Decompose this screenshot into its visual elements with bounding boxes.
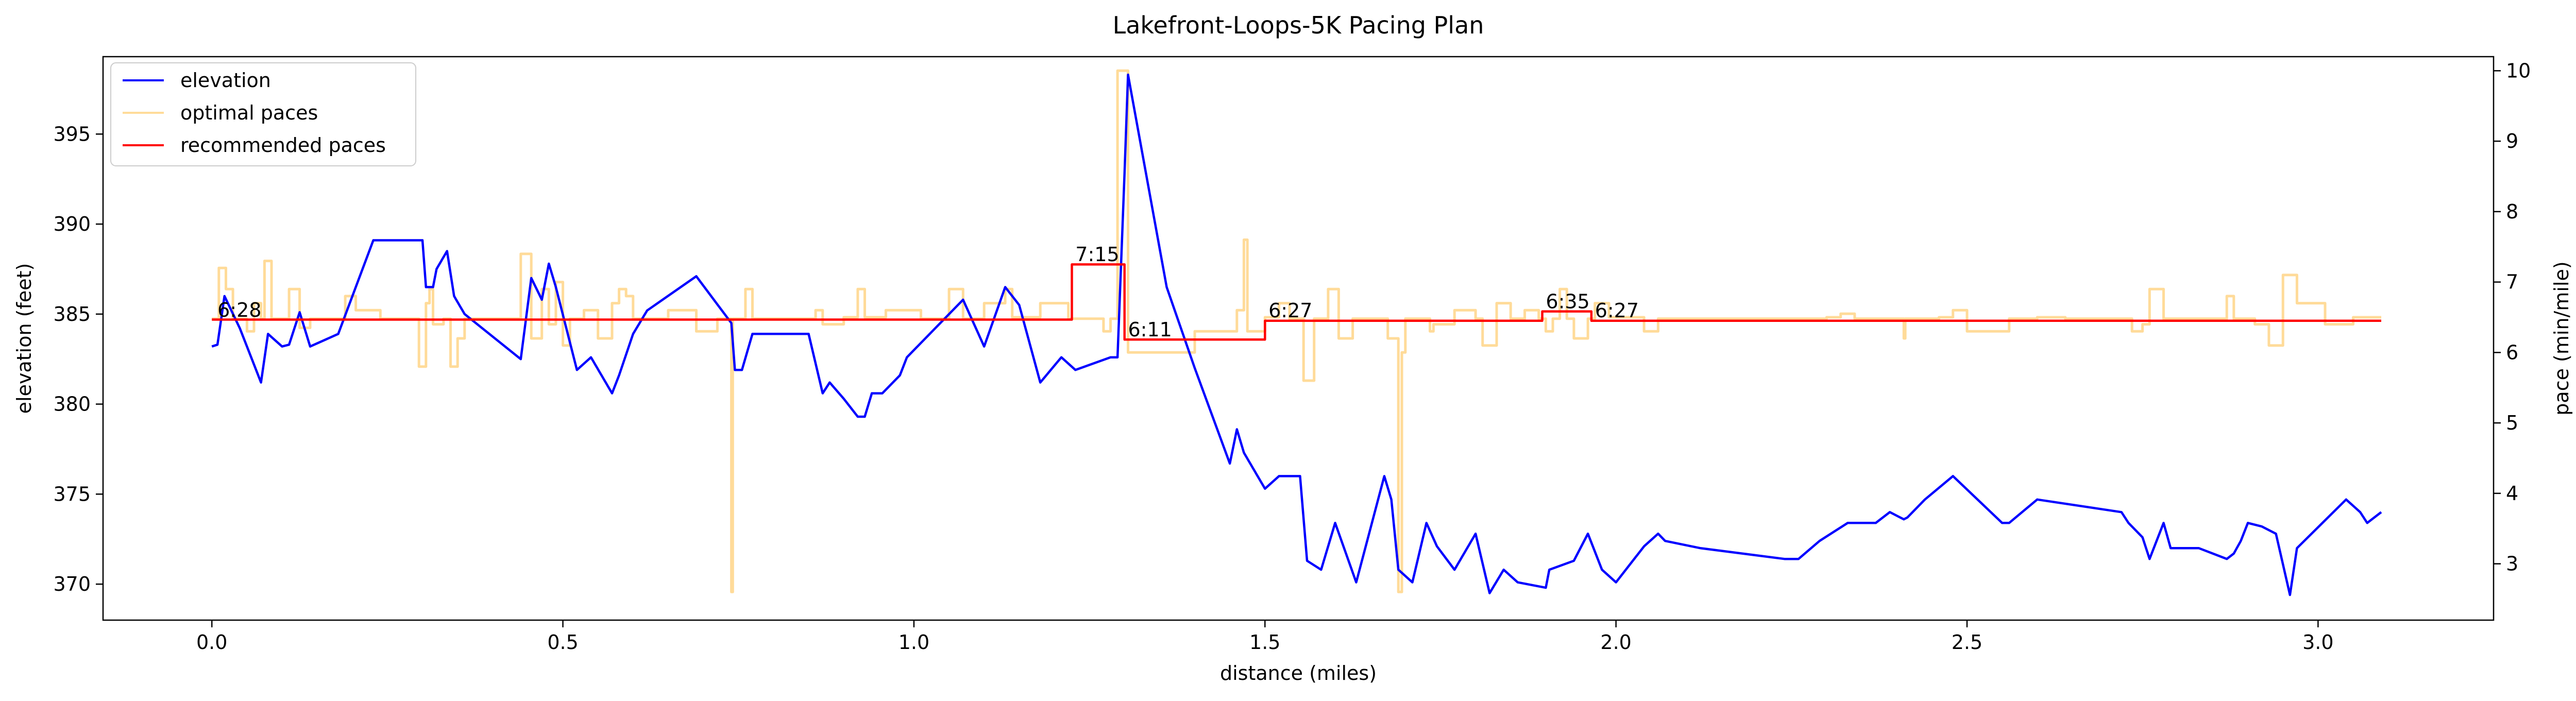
pace-label: 6:27 bbox=[1595, 299, 1639, 322]
legend-box bbox=[110, 62, 416, 166]
x-tick-label: 1.0 bbox=[899, 631, 929, 654]
x-tick-label: 2.0 bbox=[1600, 631, 1631, 654]
left-y-tick-label: 375 bbox=[53, 483, 91, 505]
left-y-tick-label: 380 bbox=[53, 393, 91, 416]
pace-label: 6:27 bbox=[1268, 299, 1312, 322]
elevation-line bbox=[211, 73, 2382, 596]
chart-title: Lakefront-Loops-5K Pacing Plan bbox=[1113, 11, 1484, 39]
left-y-tick-label: 370 bbox=[53, 573, 91, 595]
pace-label: 7:15 bbox=[1075, 243, 1119, 266]
right-y-tick-label: 10 bbox=[2506, 59, 2531, 82]
right-y-tick-label: 7 bbox=[2506, 271, 2518, 294]
legend: elevation optimal paces recommended pace… bbox=[110, 62, 416, 166]
x-axis-label: distance (miles) bbox=[1220, 662, 1377, 685]
x-tick-label: 1.5 bbox=[1249, 631, 1280, 654]
left-y-axis-label: elevation (feet) bbox=[13, 263, 36, 414]
left-y-tick-label: 395 bbox=[53, 123, 91, 145]
right-y-tick-label: 9 bbox=[2506, 130, 2518, 152]
recommended-paces-layer bbox=[212, 263, 2381, 341]
recommended-paces-line bbox=[212, 263, 2381, 341]
x-tick-label: 3.0 bbox=[2302, 631, 2333, 654]
left-y-tick-label: 385 bbox=[53, 303, 91, 326]
right-y-tick-label: 5 bbox=[2506, 412, 2518, 434]
left-y-axis-ticks: 370 375 380 385 390 395 bbox=[53, 123, 103, 595]
elevation-layer bbox=[211, 73, 2382, 596]
pace-label: 6:28 bbox=[217, 299, 261, 321]
pace-label: 6:11 bbox=[1128, 318, 1172, 341]
legend-label-optimal-paces: optimal paces bbox=[180, 101, 318, 124]
right-y-axis-ticks: 3 4 5 6 7 8 9 10 bbox=[2494, 59, 2531, 575]
right-y-tick-label: 4 bbox=[2506, 482, 2518, 505]
plot-frame bbox=[102, 56, 2495, 621]
x-axis-ticks: 0.0 0.5 1.0 1.5 2.0 2.5 3.0 bbox=[196, 620, 2334, 654]
optimal-paces-line bbox=[212, 69, 2381, 593]
plot-area: 6:28 7:15 6:11 6:27 6:35 6:27 bbox=[102, 56, 2495, 621]
right-y-tick-label: 8 bbox=[2506, 200, 2518, 223]
x-tick-label: 0.5 bbox=[547, 631, 578, 654]
right-y-tick-label: 3 bbox=[2506, 553, 2518, 575]
legend-label-recommended-paces: recommended paces bbox=[180, 134, 386, 157]
x-tick-label: 2.5 bbox=[1952, 631, 1982, 654]
x-tick-label: 0.0 bbox=[196, 631, 227, 654]
optimal-paces-layer bbox=[212, 69, 2381, 593]
left-y-tick-label: 390 bbox=[53, 213, 91, 235]
pace-label: 6:35 bbox=[1546, 290, 1589, 313]
legend-label-elevation: elevation bbox=[180, 69, 271, 92]
right-y-axis-label: pace (min/mile) bbox=[2550, 261, 2573, 415]
right-y-tick-label: 6 bbox=[2506, 341, 2518, 364]
pace-labels-layer: 6:28 7:15 6:11 6:27 6:35 6:27 bbox=[217, 243, 1639, 341]
